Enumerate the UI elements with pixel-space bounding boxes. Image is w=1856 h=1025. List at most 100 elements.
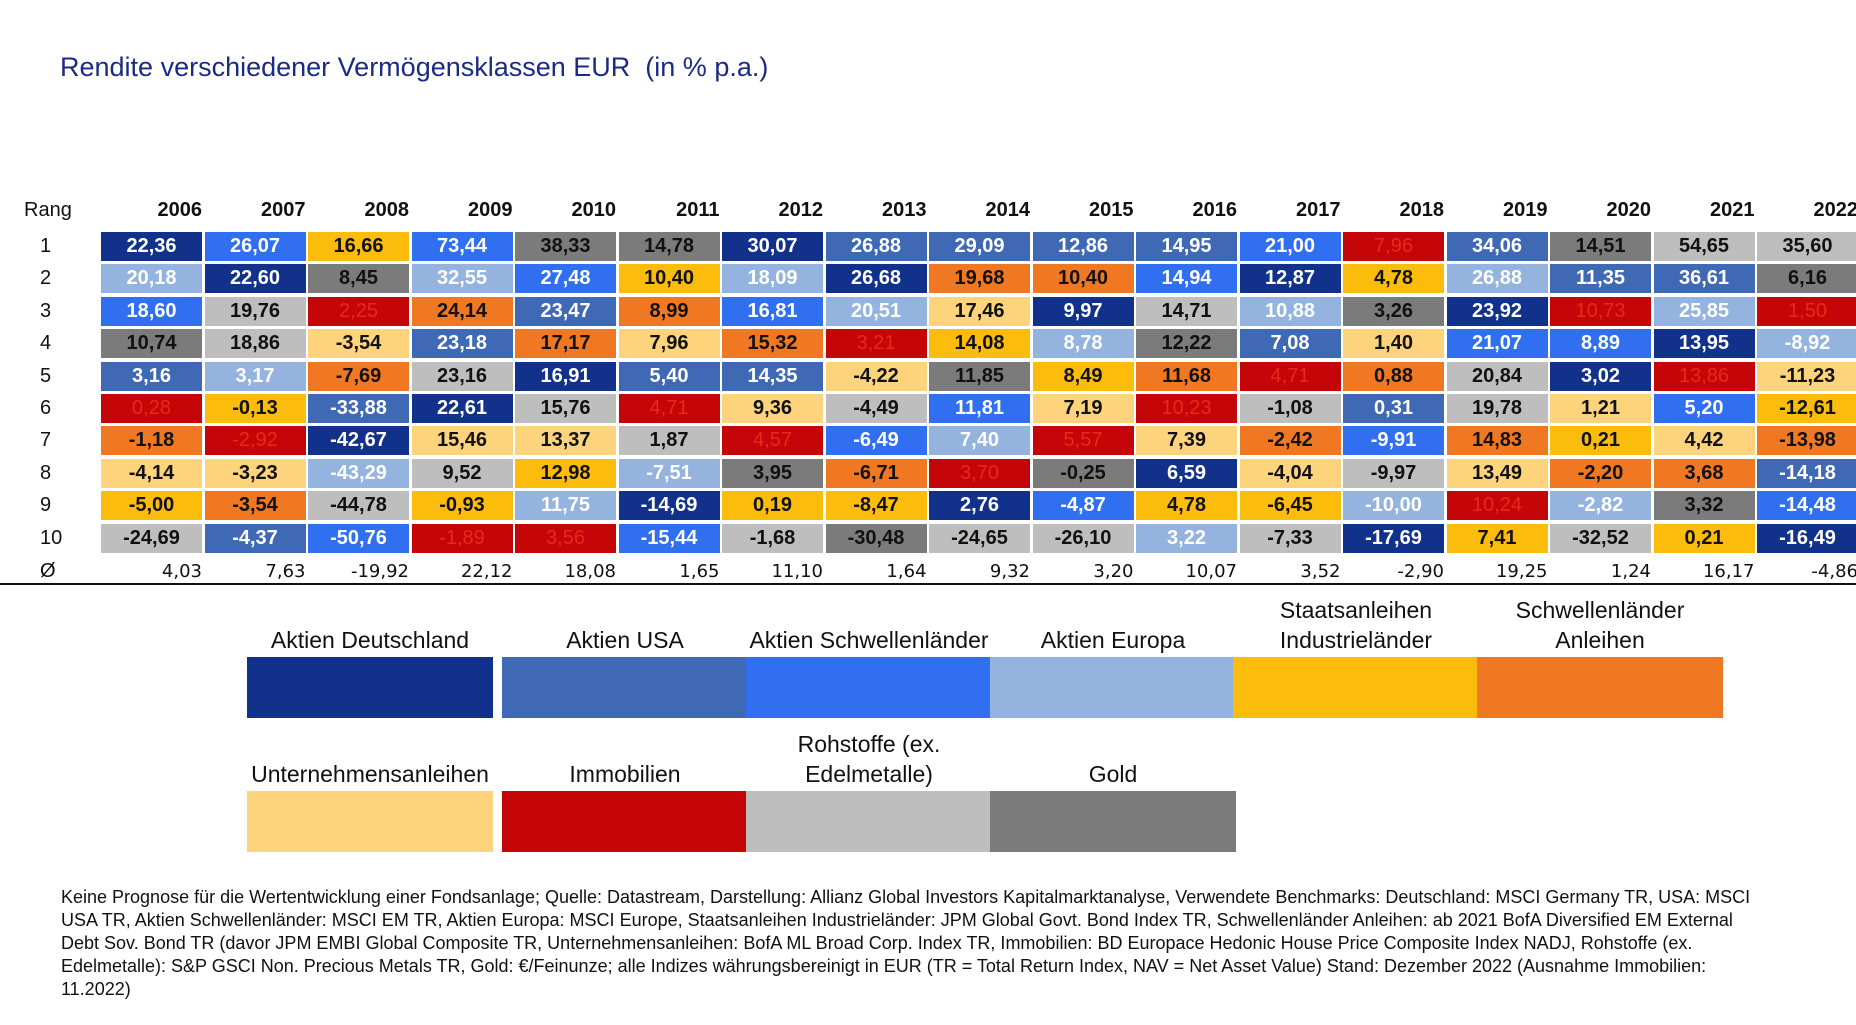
return-cell: -3,54 bbox=[204, 491, 306, 521]
return-cell: 3,17 bbox=[204, 361, 306, 391]
return-cell: -6,45 bbox=[1239, 491, 1341, 521]
average-value: -2,90 bbox=[1397, 561, 1444, 582]
return-cell: -24,69 bbox=[101, 523, 202, 553]
return-cell: -14,18 bbox=[1757, 458, 1856, 488]
return-cell: 8,99 bbox=[618, 296, 720, 326]
return-cell: 21,07 bbox=[1446, 329, 1548, 359]
return-cell: 4,78 bbox=[1136, 491, 1237, 521]
return-cell: -3,54 bbox=[308, 329, 409, 359]
return-cell: 7,19 bbox=[1032, 394, 1134, 423]
legend-label: Immobilien bbox=[569, 761, 681, 787]
rank-label: 9 bbox=[40, 494, 52, 517]
return-cell: 20,51 bbox=[825, 296, 927, 326]
legend-label: Rohstoffe (ex. Edelmetalle) bbox=[797, 731, 941, 787]
average-value: 3,52 bbox=[1300, 561, 1341, 582]
return-cell: 7,96 bbox=[618, 329, 720, 359]
return-cell: 10,88 bbox=[1239, 296, 1341, 326]
rank-label: 8 bbox=[40, 461, 52, 484]
return-cell: 23,16 bbox=[411, 361, 513, 391]
legend-label: Aktien Schwellenländer bbox=[749, 627, 989, 653]
return-cell: 3,32 bbox=[1653, 491, 1755, 521]
return-cell: 3,56 bbox=[515, 523, 616, 553]
return-cell: 34,06 bbox=[1446, 232, 1548, 261]
return-cell: 11,75 bbox=[515, 491, 616, 521]
legend-label: Unternehmensanleihen bbox=[251, 761, 489, 787]
return-cell: -33,88 bbox=[308, 394, 409, 423]
return-cell: 14,71 bbox=[1136, 296, 1237, 326]
average-value: 19,25 bbox=[1495, 561, 1548, 582]
year-header: 2015 bbox=[1089, 199, 1134, 221]
return-cell: 9,52 bbox=[411, 458, 513, 488]
return-cell: 1,21 bbox=[1550, 394, 1651, 423]
legend-label: Aktien Europa bbox=[1040, 627, 1186, 653]
year-header: 2021 bbox=[1710, 199, 1755, 221]
return-cell: 14,94 bbox=[1136, 264, 1237, 294]
return-cell: -4,14 bbox=[101, 458, 202, 488]
return-cell: -13,98 bbox=[1757, 426, 1856, 456]
average-value: 9,32 bbox=[989, 561, 1030, 582]
chart-title: Rendite verschiedener Vermögensklassen E… bbox=[60, 52, 769, 82]
year-header: 2019 bbox=[1503, 199, 1548, 221]
return-cell: 24,14 bbox=[411, 296, 513, 326]
return-cell: -4,87 bbox=[1032, 491, 1134, 521]
return-cell: 23,92 bbox=[1446, 296, 1548, 326]
return-cell: -8,92 bbox=[1757, 329, 1856, 359]
legend-swatch bbox=[1477, 657, 1723, 718]
return-cell: -50,76 bbox=[308, 523, 409, 553]
return-cell: -11,23 bbox=[1757, 361, 1856, 391]
return-cell: -30,48 bbox=[825, 523, 927, 553]
table-bottom-rule bbox=[0, 583, 1856, 585]
return-cell: 13,95 bbox=[1653, 329, 1755, 359]
return-cell: 11,81 bbox=[929, 394, 1030, 423]
return-cell: 0,21 bbox=[1653, 523, 1755, 553]
return-cell: 32,55 bbox=[411, 264, 513, 294]
return-cell: 27,48 bbox=[515, 264, 616, 294]
return-cell: 10,24 bbox=[1446, 491, 1548, 521]
return-cell: -24,65 bbox=[929, 523, 1030, 553]
rank-label: 10 bbox=[40, 526, 63, 549]
return-cell: 13,37 bbox=[515, 426, 616, 456]
return-cell: 4,78 bbox=[1343, 264, 1444, 294]
rank-label: 3 bbox=[40, 299, 52, 322]
return-cell: 22,60 bbox=[204, 264, 306, 294]
return-cell: 1,87 bbox=[618, 426, 720, 456]
return-cell: 15,46 bbox=[411, 426, 513, 456]
return-cell: -1,08 bbox=[1239, 394, 1341, 423]
return-cell: 7,39 bbox=[1136, 426, 1237, 456]
return-cell: 30,07 bbox=[722, 232, 823, 261]
average-value: 1,65 bbox=[679, 561, 720, 582]
return-cell: 10,23 bbox=[1136, 394, 1237, 423]
return-cell: 16,66 bbox=[308, 232, 409, 261]
return-cell: 14,51 bbox=[1550, 232, 1651, 261]
return-cell: 0,28 bbox=[101, 394, 202, 423]
return-cell: 2,76 bbox=[929, 491, 1030, 521]
average-value: 7,63 bbox=[265, 561, 306, 582]
return-cell: 6,59 bbox=[1136, 458, 1237, 488]
legend-swatch bbox=[1233, 657, 1479, 718]
return-cell: 26,88 bbox=[1446, 264, 1548, 294]
return-cell: 19,68 bbox=[929, 264, 1030, 294]
return-cell: -16,49 bbox=[1757, 523, 1856, 553]
rank-header: Rang bbox=[24, 199, 72, 221]
return-cell: -32,52 bbox=[1550, 523, 1651, 553]
return-cell: -2,42 bbox=[1239, 426, 1341, 456]
average-value: 18,08 bbox=[564, 561, 616, 582]
return-cell: 3,26 bbox=[1343, 296, 1444, 326]
legend-swatch bbox=[990, 657, 1236, 718]
return-cell: 11,85 bbox=[929, 361, 1030, 391]
year-header: 2022 bbox=[1813, 199, 1856, 221]
return-cell: 4,57 bbox=[722, 426, 823, 456]
return-cell: 0,19 bbox=[722, 491, 823, 521]
return-cell: -1,18 bbox=[101, 426, 202, 456]
return-cell: -42,67 bbox=[308, 426, 409, 456]
return-cell: 6,16 bbox=[1757, 264, 1856, 294]
return-cell: 14,78 bbox=[618, 232, 720, 261]
return-cell: -6,71 bbox=[825, 458, 927, 488]
return-cell: 29,09 bbox=[929, 232, 1030, 261]
legend-label: Aktien USA bbox=[566, 627, 684, 653]
average-value: -19,92 bbox=[350, 561, 409, 582]
return-cell: 3,21 bbox=[825, 329, 927, 359]
average-value: 16,17 bbox=[1702, 561, 1755, 582]
rank-label: 7 bbox=[40, 429, 52, 452]
return-cell: 7,96 bbox=[1343, 232, 1444, 261]
